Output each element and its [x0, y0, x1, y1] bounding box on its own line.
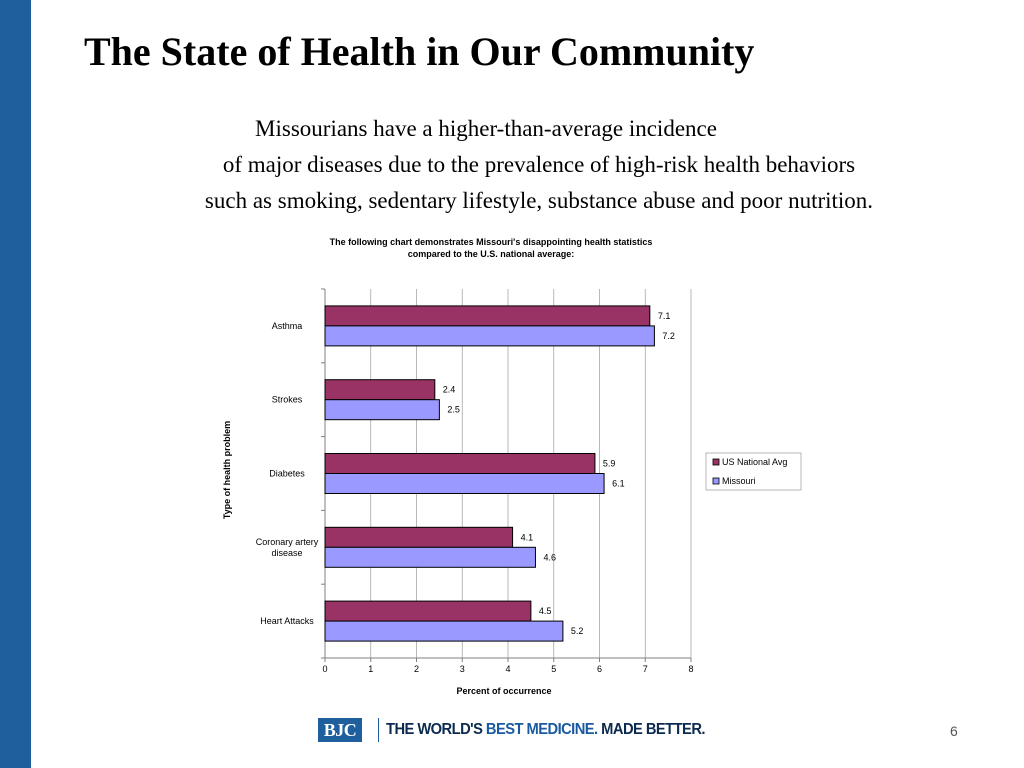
bar — [324, 379, 436, 401]
category-label: Strokes — [272, 395, 303, 405]
bar — [324, 325, 655, 347]
logo-divider — [378, 718, 379, 742]
legend-label: Missouri — [722, 476, 756, 486]
bar — [324, 546, 536, 568]
category-label: Coronary artery — [256, 537, 319, 547]
y-axis-title: Type of health problem — [222, 421, 232, 519]
legend-box — [705, 452, 802, 491]
bjc-logo: BJC — [318, 718, 362, 742]
x-axis-title: Percent of occurrence — [456, 686, 551, 696]
slide-subtitle: Missourians have a higher-than-average i… — [86, 111, 992, 219]
data-label: 5.9 — [603, 459, 616, 469]
x-tick-label: 5 — [551, 664, 556, 674]
category-label: disease — [271, 548, 302, 558]
x-tick-label: 4 — [505, 664, 510, 674]
x-tick-label: 2 — [414, 664, 419, 674]
data-label: 2.4 — [443, 385, 456, 395]
subtitle-line: such as smoking, sedentary lifestyle, su… — [204, 188, 874, 213]
subtitle-line: Missourians have a higher-than-average i… — [255, 116, 717, 141]
side-accent-bar — [0, 0, 31, 768]
data-label: 7.2 — [662, 331, 675, 341]
x-tick-label: 1 — [368, 664, 373, 674]
data-label: 2.5 — [447, 405, 460, 415]
data-label: 4.5 — [539, 606, 552, 616]
x-tick-label: 3 — [460, 664, 465, 674]
tagline-part: THE WORLD'S — [386, 721, 486, 738]
category-label: Asthma — [272, 321, 303, 331]
bar — [324, 473, 605, 494]
bar — [324, 600, 532, 622]
data-label: 6.1 — [612, 479, 625, 489]
data-label: 4.6 — [543, 552, 556, 562]
x-tick-label: 8 — [688, 664, 693, 674]
tagline: THE WORLD'S BEST MEDICINE. MADE BETTER. — [386, 719, 705, 741]
legend-swatch — [712, 458, 720, 466]
bar — [324, 620, 564, 642]
tagline-part: BETTER. — [645, 721, 706, 738]
x-tick-label: 0 — [322, 664, 327, 674]
tagline-part: BEST MEDICINE. — [485, 721, 602, 738]
data-label: 4.1 — [521, 532, 534, 542]
bar — [324, 305, 651, 327]
chart-title: The following chart demonstrates Missour… — [281, 236, 701, 260]
tagline-part: MADE — [601, 721, 646, 738]
legend-swatch — [712, 477, 720, 485]
x-tick-label: 6 — [597, 664, 602, 674]
slide-title: The State of Health in Our Community — [84, 29, 755, 74]
legend-label: US National Avg — [722, 457, 787, 467]
bar — [324, 453, 596, 474]
chart-title-line: The following chart demonstrates Missour… — [329, 237, 653, 247]
subtitle-line: of major diseases due to the prevalence … — [222, 152, 856, 177]
category-label: Heart Attacks — [260, 616, 314, 626]
data-label: 7.1 — [658, 311, 671, 321]
x-tick-label: 7 — [643, 664, 648, 674]
page-number: 6 — [950, 723, 958, 739]
category-label: Diabetes — [269, 469, 305, 479]
bar — [324, 399, 440, 421]
chart-title-line: compared to the U.S. national average: — [407, 249, 575, 259]
data-label: 5.2 — [571, 626, 584, 636]
bar — [324, 526, 514, 548]
